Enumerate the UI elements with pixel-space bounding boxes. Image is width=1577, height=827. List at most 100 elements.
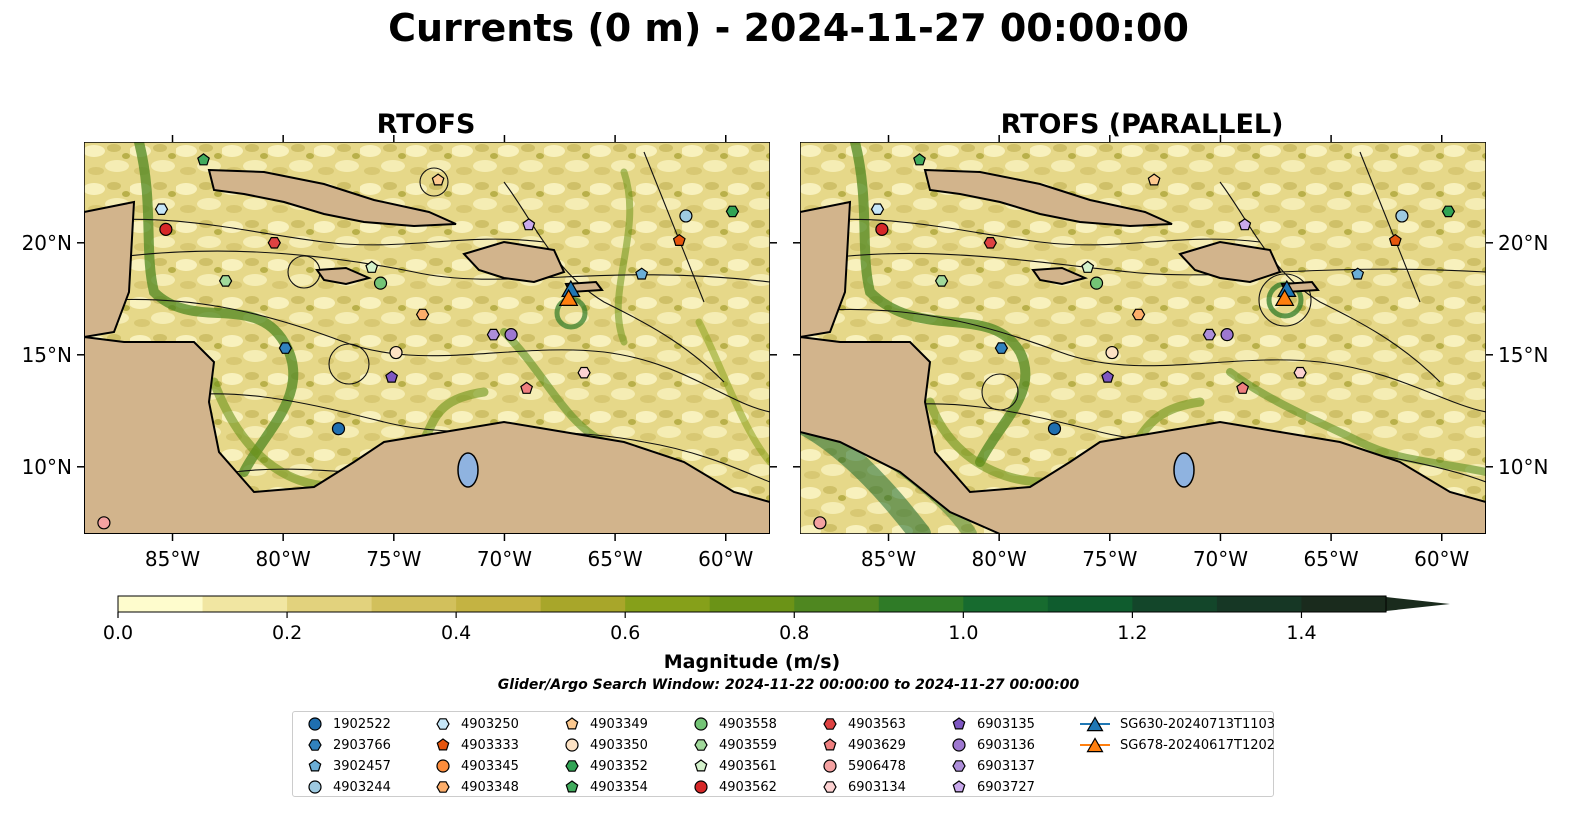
legend-label: 4903348 bbox=[461, 779, 519, 795]
lat-tick-label: 20°N bbox=[1498, 231, 1548, 255]
legend-item: 4903352 bbox=[564, 757, 648, 775]
panel-rtofs-parallel: RTOFS (PARALLEL) bbox=[800, 109, 1486, 534]
platform-marker-4903561 bbox=[365, 260, 379, 273]
colorbar: 0.0 0.2 0.4 0.6 0.8 1.0 1.2 1.4 Magnitude (m/s) bbox=[103, 595, 1450, 673]
lat-tick-label: 10°N bbox=[22, 455, 72, 479]
hexagon-icon bbox=[308, 739, 322, 751]
colorbar-tick-label: 0.2 bbox=[272, 622, 302, 644]
platform-marker-sg678-20240617t1202 bbox=[1274, 288, 1295, 306]
colorbar-tick-label: 0.6 bbox=[610, 622, 640, 644]
pentagon-icon bbox=[308, 759, 322, 772]
hexagon-icon bbox=[565, 760, 579, 772]
hexagon-icon bbox=[436, 781, 450, 793]
lake-maracaibo bbox=[457, 452, 479, 488]
land-hispaniola bbox=[1178, 240, 1282, 284]
legend-item: 2903766 bbox=[307, 736, 391, 754]
legend-item: 4903558 bbox=[693, 715, 777, 733]
legend-item: 6903137 bbox=[951, 757, 1035, 775]
colorbar-swatch bbox=[1301, 596, 1387, 612]
colorbar-swatch bbox=[371, 596, 457, 612]
colorbar-tick-label: 0.8 bbox=[779, 622, 809, 644]
platform-marker-1902522 bbox=[1047, 422, 1062, 436]
hexagon-icon bbox=[436, 718, 450, 730]
legend-label: 4903559 bbox=[719, 737, 777, 753]
colorbar-swatch bbox=[709, 596, 795, 612]
platform-marker-2903766 bbox=[278, 342, 293, 354]
platform-marker-4903562 bbox=[875, 222, 889, 236]
legend-label: 6903137 bbox=[977, 758, 1035, 774]
lon-tick-label: 80°W bbox=[256, 547, 311, 571]
legend-label: 4903244 bbox=[333, 779, 391, 795]
hexagon-icon bbox=[823, 781, 837, 793]
lon-tick-label: 60°W bbox=[698, 547, 753, 571]
legend-item: SG630-20240713T1103 bbox=[1080, 715, 1275, 733]
legend-label: 6903134 bbox=[848, 779, 906, 795]
lat-tick-label: 20°N bbox=[22, 231, 72, 255]
platform-marker-4903350 bbox=[389, 345, 403, 360]
platform-marker-4903558 bbox=[1089, 276, 1104, 290]
lon-tick-label: 70°W bbox=[1193, 547, 1248, 571]
land-hispaniola bbox=[462, 240, 566, 284]
platform-marker-4903629 bbox=[520, 381, 534, 394]
lake-maracaibo bbox=[1173, 452, 1195, 488]
platform-marker-4903349 bbox=[431, 173, 445, 186]
colorbar-swatch bbox=[456, 596, 542, 612]
legend-label: 4903350 bbox=[590, 737, 648, 753]
legend-item: 4903354 bbox=[564, 778, 648, 796]
platform-marker-4903244 bbox=[1395, 209, 1409, 223]
land-yucatan bbox=[800, 200, 852, 339]
platform-marker-6903134 bbox=[1293, 366, 1307, 379]
legend-label: 4903558 bbox=[719, 716, 777, 732]
legend: 1902522 2903766 3902457 4903244 4903250 49033… bbox=[292, 711, 1276, 797]
legend-label: 4903563 bbox=[848, 716, 906, 732]
land-central-america bbox=[84, 335, 770, 534]
platform-marker-5906478 bbox=[97, 516, 111, 530]
platform-marker-6903136 bbox=[1220, 328, 1234, 342]
colorbar-swatch bbox=[963, 596, 1049, 612]
platform-marker-4903563 bbox=[267, 236, 281, 249]
platform-marker-4903562 bbox=[159, 222, 173, 236]
colorbar-swatch bbox=[1216, 596, 1303, 612]
legend-label: 2903766 bbox=[333, 737, 391, 753]
platform-marker-5906478 bbox=[813, 516, 827, 530]
lon-tick-label: 85°W bbox=[145, 547, 200, 571]
platform-marker-6903727 bbox=[1238, 218, 1252, 231]
lon-tick-label: 60°W bbox=[1414, 547, 1469, 571]
legend-item: 4903348 bbox=[435, 778, 519, 796]
land-cuba bbox=[207, 168, 457, 228]
legend-label: SG678-20240617T1202 bbox=[1120, 737, 1276, 753]
legend-item: 4903562 bbox=[693, 778, 777, 796]
panel-rtofs: RTOFS bbox=[84, 109, 770, 534]
platform-marker-4903563 bbox=[983, 236, 997, 249]
colorbar-swatch bbox=[540, 596, 626, 612]
circle-icon bbox=[952, 738, 966, 752]
legend-item: 6903136 bbox=[951, 736, 1035, 754]
legend-label: 4903354 bbox=[590, 779, 648, 795]
platform-marker-6903727 bbox=[522, 218, 536, 231]
platform-marker-6903135 bbox=[1101, 370, 1115, 383]
colorbar-swatch bbox=[202, 596, 288, 612]
triangle-icon bbox=[1080, 737, 1110, 753]
legend-item: 4903345 bbox=[435, 757, 519, 775]
platform-marker-4903558 bbox=[373, 276, 388, 290]
lat-tick-label: 10°N bbox=[1498, 455, 1548, 479]
circle-icon bbox=[694, 780, 708, 794]
legend-label: SG630-20240713T1103 bbox=[1120, 716, 1276, 732]
pentagon-icon bbox=[823, 738, 837, 751]
legend-label: 6903135 bbox=[977, 716, 1035, 732]
platform-marker-3902457 bbox=[1351, 267, 1365, 280]
legend-item: 4903250 bbox=[435, 715, 519, 733]
axis-ticks: 85°W 80°W 75°W 70°W 65°W 60°W 20°N 15°N 10°N 85°W… bbox=[22, 135, 1548, 571]
legend-label: 6903136 bbox=[977, 737, 1035, 753]
platform-marker-4903561 bbox=[1081, 260, 1095, 273]
legend-item: 4903333 bbox=[435, 736, 519, 754]
colorbar-swatches bbox=[118, 596, 1387, 612]
platform-marker-4903244 bbox=[679, 209, 693, 223]
platform-marker-sg678-20240617t1202 bbox=[558, 288, 579, 306]
legend-item: 4903244 bbox=[307, 778, 391, 796]
platform-marker-4903559 bbox=[934, 275, 949, 287]
land-yucatan bbox=[84, 200, 136, 339]
pentagon-icon bbox=[565, 717, 579, 730]
legend-label: 4903345 bbox=[461, 758, 519, 774]
platform-marker-4903352 bbox=[1441, 205, 1456, 218]
